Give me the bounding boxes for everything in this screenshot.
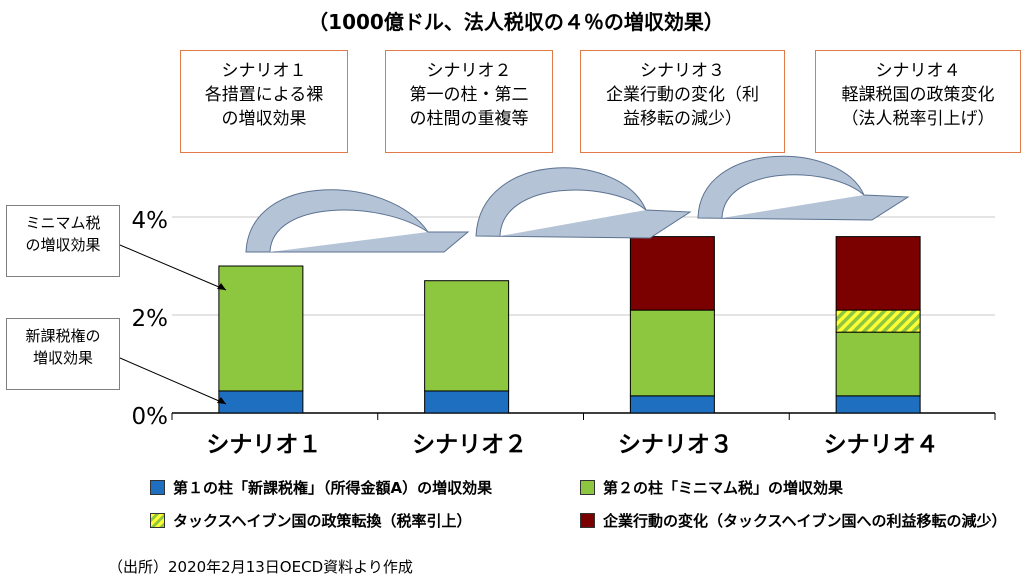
minimum-tax-note-line1: ミニマム税 (25, 214, 101, 232)
legend-label-pillar1: 第１の柱「新課税権」（所得金額A）の増収効果 (173, 479, 493, 497)
source-note: （出所）2020年2月13日OECD資料より作成 (108, 558, 413, 576)
bar-segment-policy-change (835, 309, 921, 333)
transition-arrow-inner (269, 209, 429, 253)
scenario-box-1-line2: 各措置による裸 (204, 85, 324, 105)
legend-swatch-policy-change (150, 513, 165, 528)
new-taxing-right-note: 新課税権の 増収効果 (6, 318, 120, 390)
chart-title: （1000億ドル、法人税収の４％の増収効果） (308, 10, 724, 34)
scenario-box-2-line1: シナリオ２ (426, 61, 512, 81)
legend-swatch-pillar2 (580, 480, 595, 495)
scenario-box-2-line3: の柱間の重複等 (409, 109, 529, 129)
new-taxing-right-note-line2: 増収効果 (32, 349, 93, 367)
legend-item-pillar1: 第１の柱「新課税権」（所得金額A）の増収効果 (150, 477, 492, 498)
scenario-box-2: シナリオ２ 第一の柱・第二 の柱間の重複等 (385, 50, 553, 153)
y-tick-label: 4% (132, 208, 169, 234)
scenario-box-2-line2: 第一の柱・第二 (409, 85, 529, 105)
bar-segment-pillar2 (218, 265, 304, 392)
callout-arrowhead (217, 397, 226, 404)
legend-label-behavior: 企業行動の変化（タックスヘイブン国への利益移転の減少） (603, 512, 1007, 530)
scenario-box-1-line3: の増収効果 (221, 109, 307, 129)
callout-arrowhead (217, 283, 226, 290)
scenario-box-1: シナリオ１ 各措置による裸 の増収効果 (180, 50, 348, 153)
scenario-box-3-line3: 益移転の減少） (623, 109, 742, 129)
x-tick-label: シナリオ２ (412, 432, 527, 458)
scenario-box-4-line3: （法人税率引上げ） (841, 109, 995, 129)
legend-swatch-pillar1 (150, 480, 165, 495)
bar-segment-pillar1 (218, 390, 304, 414)
legend-item-behavior: 企業行動の変化（タックスヘイブン国への利益移転の減少） (580, 510, 1007, 531)
bar-segment-pillar1 (424, 390, 510, 414)
scenario-box-4-line2: 軽課税国の政策変化 (841, 85, 995, 105)
minimum-tax-note: ミニマム税 の増収効果 (6, 205, 120, 277)
bar-segment-pillar2 (835, 331, 921, 397)
scenario-box-4: シナリオ４ 軽課税国の政策変化 （法人税率引上げ） (815, 50, 1021, 153)
legend-item-policy-change: タックスヘイブン国の政策転換（税率引上） (150, 510, 472, 531)
bar-segment-pillar1 (835, 395, 921, 414)
y-tick-label: 0% (132, 404, 169, 430)
scenario-box-4-line1: シナリオ４ (875, 61, 961, 81)
minimum-tax-note-line2: の増収効果 (25, 236, 101, 254)
scenario-box-3: シナリオ３ 企業行動の変化（利 益移転の減少） (580, 50, 785, 153)
new-taxing-right-callout-line (119, 357, 227, 405)
legend-item-pillar2: 第２の柱「ミニマム税」の増収効果 (580, 477, 843, 498)
bar-segment-behavior (835, 236, 921, 311)
bar-segment-pillar2 (629, 309, 715, 397)
minimum-tax-callout-line (119, 244, 227, 291)
bar-segment-pillar2 (424, 280, 510, 392)
x-tick-label: シナリオ４ (824, 432, 939, 458)
bar-segment-behavior (629, 236, 715, 311)
legend-label-pillar2: 第２の柱「ミニマム税」の増収効果 (603, 479, 844, 497)
scenario-box-1-line1: シナリオ１ (221, 61, 307, 81)
y-tick-label: 2% (132, 306, 169, 332)
x-tick-label: シナリオ１ (206, 432, 321, 458)
scenario-box-3-line2: 企業行動の変化（利 (606, 85, 759, 105)
legend-label-policy-change: タックスヘイブン国の政策転換（税率引上） (173, 512, 472, 530)
transition-arrow-inner (499, 189, 647, 237)
x-tick-label: シナリオ３ (618, 432, 733, 458)
new-taxing-right-note-line1: 新課税権の (25, 327, 101, 345)
legend-swatch-behavior (580, 513, 595, 528)
bar-segment-pillar1 (629, 395, 715, 414)
scenario-box-3-line1: シナリオ３ (640, 61, 725, 81)
transition-arrow-inner (721, 174, 865, 219)
